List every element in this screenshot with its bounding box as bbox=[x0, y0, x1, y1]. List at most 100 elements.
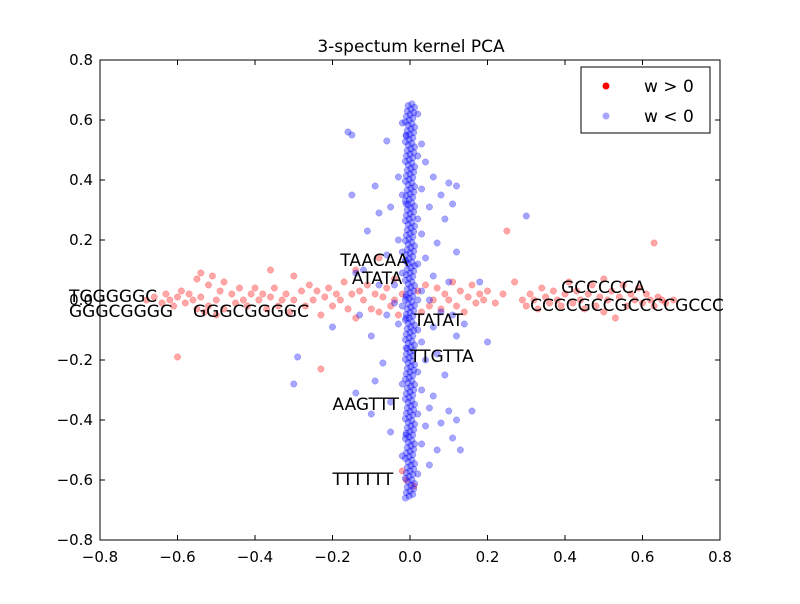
scatter-point bbox=[406, 368, 414, 376]
scatter-point bbox=[411, 341, 419, 349]
scatter-point bbox=[185, 290, 193, 298]
scatter-point bbox=[325, 284, 333, 292]
scatter-point bbox=[422, 356, 429, 364]
scatter-point bbox=[445, 179, 453, 187]
scatter-point bbox=[402, 192, 410, 200]
scatter-point bbox=[398, 248, 406, 256]
scatter-point bbox=[402, 291, 410, 299]
scatter-point bbox=[193, 305, 201, 313]
scatter-point bbox=[646, 296, 654, 304]
scatter-point bbox=[411, 242, 419, 250]
scatter-point bbox=[402, 310, 410, 318]
x-tick-label: 0.8 bbox=[708, 548, 732, 566]
scatter-point bbox=[383, 311, 391, 319]
scatter-point bbox=[402, 429, 410, 437]
scatter-point bbox=[309, 296, 317, 304]
scatter-point bbox=[402, 314, 410, 322]
scatter-point bbox=[363, 281, 371, 289]
scatter-point bbox=[476, 290, 484, 298]
scatter-point bbox=[340, 278, 348, 286]
scatter-point bbox=[170, 302, 178, 310]
scatter-point bbox=[414, 326, 422, 334]
point-annotation: GGGCGGGG bbox=[69, 302, 173, 322]
scatter-point bbox=[411, 420, 419, 428]
scatter-point bbox=[402, 476, 410, 484]
scatter-point bbox=[476, 278, 484, 286]
y-tick-label: −0.8 bbox=[57, 531, 93, 549]
series-positive bbox=[143, 227, 677, 490]
scatter-point bbox=[402, 152, 410, 160]
scatter-point bbox=[611, 314, 619, 322]
scatter-point bbox=[371, 290, 379, 298]
scatter-point bbox=[542, 293, 550, 301]
y-tick-label: 0.6 bbox=[69, 111, 93, 129]
scatter-point bbox=[410, 247, 418, 255]
scatter-point bbox=[405, 156, 413, 164]
scatter-point bbox=[406, 447, 414, 455]
scatter-point bbox=[408, 397, 416, 405]
scatter-point bbox=[286, 308, 294, 316]
scatter-point bbox=[401, 296, 409, 304]
points-layer bbox=[143, 100, 677, 502]
scatter-point bbox=[407, 224, 415, 232]
scatter-point bbox=[445, 296, 453, 304]
scatter-point bbox=[422, 254, 429, 262]
scatter-point bbox=[301, 302, 309, 310]
x-tick-label: 0.0 bbox=[398, 548, 422, 566]
scatter-point bbox=[409, 490, 417, 498]
scatter-point bbox=[407, 125, 415, 133]
scatter-point bbox=[407, 323, 415, 331]
scatter-point bbox=[404, 399, 412, 407]
scatter-point bbox=[408, 120, 416, 128]
scatter-point bbox=[402, 390, 410, 398]
scatter-point bbox=[174, 293, 181, 301]
scatter-point bbox=[538, 284, 546, 292]
scatter-point bbox=[197, 293, 205, 301]
scatter-point bbox=[408, 199, 416, 207]
scatter-point bbox=[411, 282, 419, 290]
scatter-point bbox=[402, 330, 410, 338]
scatter-point bbox=[348, 131, 356, 139]
scatter-point bbox=[526, 290, 534, 298]
scatter-point bbox=[662, 299, 670, 307]
scatter-point bbox=[406, 408, 414, 416]
scatter-point bbox=[407, 303, 415, 311]
scatter-point bbox=[410, 346, 418, 354]
scatter-point bbox=[445, 407, 453, 415]
scatter-point bbox=[398, 302, 406, 310]
scatter-point bbox=[205, 281, 212, 289]
scatter-point bbox=[670, 296, 677, 304]
scatter-point bbox=[429, 272, 437, 280]
scatter-point bbox=[375, 254, 383, 262]
scatter-point bbox=[406, 150, 414, 158]
scatter-point bbox=[404, 201, 412, 209]
scatter-point bbox=[411, 123, 419, 131]
scatter-point bbox=[405, 274, 413, 282]
scatter-point bbox=[406, 210, 414, 218]
scatter-point bbox=[411, 183, 419, 191]
scatter-point bbox=[573, 287, 581, 295]
scatter-point bbox=[409, 471, 417, 479]
scatter-point bbox=[405, 136, 413, 144]
scatter-point bbox=[162, 290, 170, 298]
scatter-point bbox=[414, 110, 422, 118]
scatter-point bbox=[404, 260, 412, 268]
scatter-point bbox=[402, 489, 410, 497]
point-annotation: TTGTTA bbox=[409, 347, 474, 367]
scatter-point bbox=[379, 293, 387, 301]
scatter-point bbox=[422, 422, 429, 430]
scatter-point bbox=[404, 102, 412, 110]
scatter-point bbox=[352, 389, 360, 397]
scatter-point bbox=[405, 354, 413, 362]
scatter-point bbox=[409, 451, 417, 459]
scatter-point bbox=[403, 384, 411, 392]
scatter-point bbox=[453, 302, 460, 310]
scatter-point bbox=[402, 370, 410, 378]
x-tick-label: −0.2 bbox=[314, 548, 350, 566]
scatter-point bbox=[410, 208, 418, 216]
scatter-point bbox=[600, 275, 608, 283]
scatter-point bbox=[410, 465, 418, 473]
scatter-point bbox=[409, 213, 417, 221]
scatter-point bbox=[403, 285, 411, 293]
